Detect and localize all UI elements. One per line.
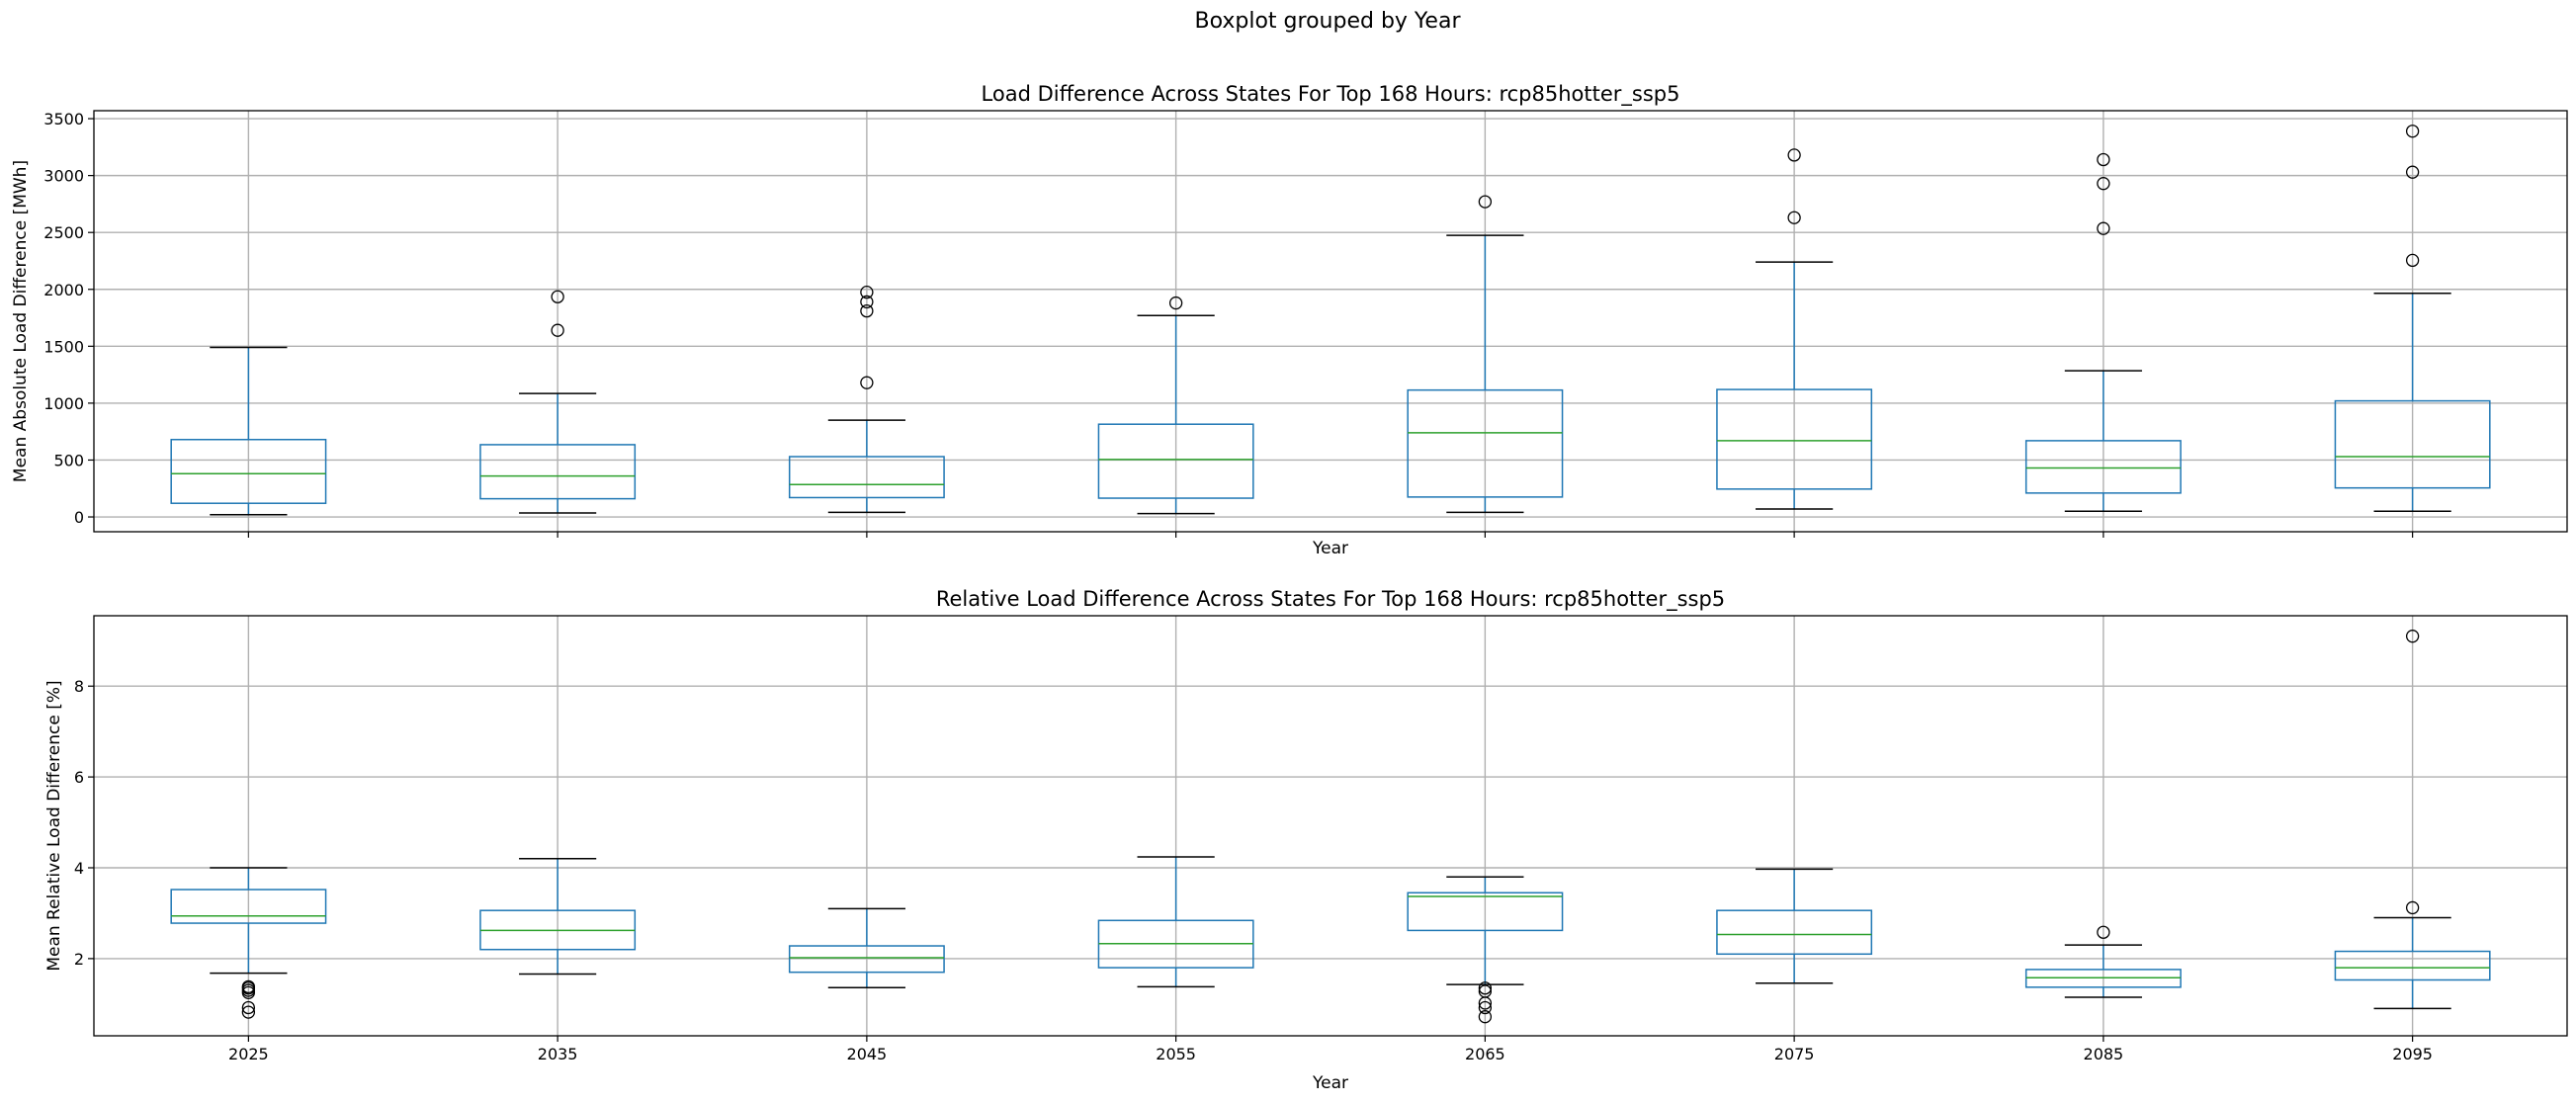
outlier-point (551, 290, 564, 303)
x-tick-label: 2035 (538, 1045, 578, 1063)
box-2075 (1716, 909, 1873, 956)
axes-frame (93, 615, 2568, 1037)
y-tick-label: 3000 (43, 167, 84, 186)
outlier-point (2405, 165, 2420, 179)
absolute-load-panel: 0 500 1000 1500 2000 2500 3000 3500 Load Differe… (11, 82, 2568, 558)
x-tick-label: 2075 (1774, 1045, 1815, 1063)
panel-title: Load Difference Across States For Top 16… (982, 82, 1680, 107)
outlier-point (2405, 253, 2420, 268)
x-axis-label: Year (1312, 1073, 1348, 1093)
outlier-point (1478, 981, 1493, 995)
x-tick-label: 2065 (1465, 1045, 1505, 1063)
y-tick-label: 2000 (43, 281, 84, 299)
y-tick-label: 2 (74, 950, 84, 969)
outlier-point (2405, 900, 2420, 915)
outlier-point (860, 376, 874, 389)
x-axis-label: Year (1312, 539, 1348, 558)
outlier-point (860, 295, 874, 309)
outlier-point (1787, 148, 1801, 162)
outlier-point (551, 323, 564, 337)
relative-load-panel: 2 4 6 8 2025 2035 2045 2055 2065 2075 2085 2095 Rela… (44, 587, 2568, 1093)
box-2085 (2024, 440, 2182, 494)
outlier-point (1478, 984, 1493, 998)
box-2045 (788, 945, 945, 974)
outlier-point (2097, 152, 2110, 167)
outlier-point (860, 303, 874, 318)
box-2045 (788, 456, 945, 499)
y-axis-label: Mean Absolute Load Difference [MWh] (11, 160, 31, 482)
x-tick-label: 2025 (228, 1045, 269, 1063)
outlier-point (241, 1000, 256, 1015)
y-axis-label: Mean Relative Load Difference [%] (44, 680, 64, 971)
y-tick-label: 3500 (43, 110, 84, 128)
x-tick-label: 2095 (2392, 1045, 2433, 1063)
outlier-point (1478, 1000, 1493, 1015)
outlier-point (2097, 177, 2110, 191)
y-tick-label: 2500 (43, 223, 84, 242)
outlier-point (241, 979, 256, 994)
outlier-point (241, 1005, 256, 1019)
y-tick-label: 0 (74, 508, 84, 527)
box-2095 (2334, 950, 2491, 981)
x-tick-label: 2045 (847, 1045, 888, 1063)
y-tick-label: 6 (74, 768, 84, 787)
y-tick-label: 1000 (43, 394, 84, 413)
box-2035 (479, 444, 637, 500)
y-tick-label: 8 (74, 677, 84, 696)
y-tick-label: 4 (74, 859, 84, 878)
outlier-point (2405, 630, 2420, 643)
axes-frame (93, 110, 2568, 533)
box-2055 (1097, 423, 1254, 499)
x-tick-label: 2085 (2084, 1045, 2124, 1063)
y-tick-label: 1500 (43, 337, 84, 356)
box-2025 (170, 438, 327, 504)
box-2095 (2334, 399, 2491, 489)
outlier-point (1478, 1010, 1493, 1024)
x-tick-label: 2055 (1156, 1045, 1196, 1063)
box-2075 (1716, 388, 1873, 490)
panel-title: Relative Load Difference Across States F… (936, 587, 1725, 612)
outlier-point (2097, 221, 2110, 235)
outlier-point (1478, 195, 1493, 209)
outlier-point (2097, 925, 2110, 939)
outlier-point (2405, 125, 2420, 138)
box-2025 (170, 889, 327, 924)
outlier-point (860, 285, 874, 299)
outlier-point (1787, 211, 1801, 224)
box-2065 (1407, 388, 1564, 498)
figure-suptitle: Boxplot grouped by Year (1195, 9, 1462, 34)
y-tick-label: 500 (53, 451, 84, 469)
box-2065 (1407, 892, 1564, 932)
outlier-point (1168, 296, 1183, 310)
